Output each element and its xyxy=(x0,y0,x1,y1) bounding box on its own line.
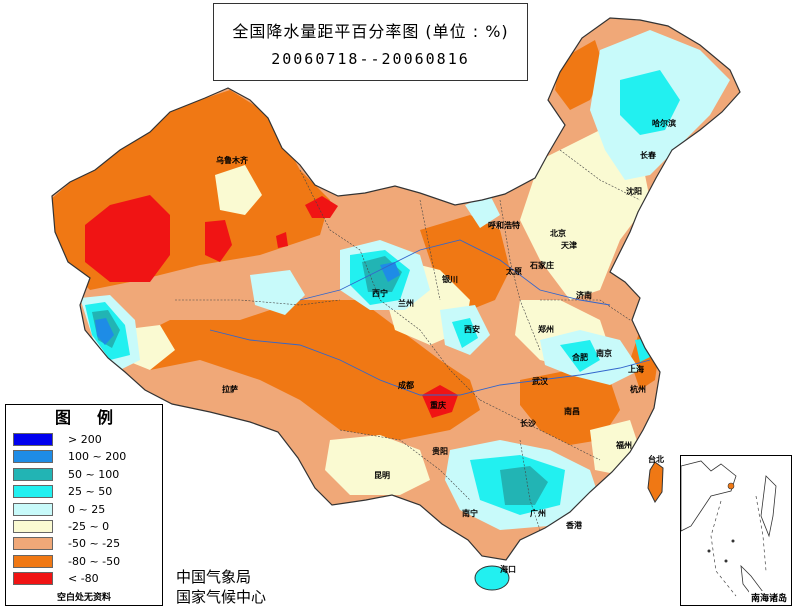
map-title-box: 全国降水量距平百分率图 (单位 : %) 20060718--20060816 xyxy=(213,3,528,81)
legend-label: < -80 xyxy=(68,572,99,586)
city-label: 福州 xyxy=(616,441,632,450)
legend-label: 0 ~ 25 xyxy=(68,502,106,516)
city-label: 台北 xyxy=(648,455,664,464)
city-label: 西宁 xyxy=(372,289,388,298)
legend-title: 图例 xyxy=(54,408,139,427)
city-label: 银川 xyxy=(442,275,458,284)
city-label: 南宁 xyxy=(462,509,478,518)
city-label: 济南 xyxy=(576,291,592,300)
legend-item: 100 ~ 200 xyxy=(6,448,162,465)
legend-swatch xyxy=(13,537,53,551)
city-label: 哈尔滨 xyxy=(652,119,676,128)
inset-label: 南海诸岛 xyxy=(748,591,789,604)
legend-swatch xyxy=(13,554,53,568)
legend-swatch xyxy=(13,450,53,464)
city-label: 南昌 xyxy=(564,407,580,416)
legend-label: > 200 xyxy=(68,433,102,446)
city-label: 杭州 xyxy=(630,385,646,394)
city-label: 上海 xyxy=(628,365,644,374)
legend-swatch xyxy=(13,572,53,586)
legend-item: -50 ~ -25 xyxy=(6,535,162,552)
legend-label: 50 ~ 100 xyxy=(68,467,120,481)
city-label: 广州 xyxy=(530,509,546,518)
city-label: 拉萨 xyxy=(222,385,238,394)
legend-swatch xyxy=(13,502,53,516)
city-label: 长沙 xyxy=(520,419,536,428)
city-label: 天津 xyxy=(561,241,577,250)
legend-item: > 200 xyxy=(6,431,162,448)
legend-swatch xyxy=(13,519,53,533)
city-label: 太原 xyxy=(506,267,522,276)
legend-label: -80 ~ -50 xyxy=(68,554,121,568)
legend-label: 100 ~ 200 xyxy=(68,450,127,464)
south-china-sea-inset: 南海诸岛 xyxy=(680,455,792,606)
legend-label: -50 ~ -25 xyxy=(68,537,121,551)
legend-label: 25 ~ 50 xyxy=(68,485,113,499)
map-title: 全国降水量距平百分率图 (单位 : %) xyxy=(232,22,509,41)
city-label: 北京 xyxy=(550,229,566,238)
city-label: 海口 xyxy=(500,565,516,574)
city-label: 乌鲁木齐 xyxy=(216,156,248,165)
legend-swatch xyxy=(13,467,53,481)
city-label: 南京 xyxy=(596,349,612,358)
legend: 图例 > 200 100 ~ 200 50 ~ 100 25 ~ 50 0 ~ … xyxy=(5,404,163,606)
legend-item: -25 ~ 0 xyxy=(6,518,162,535)
agency-line-2: 国家气候中心 xyxy=(176,588,267,606)
city-label: 合肥 xyxy=(572,353,588,362)
legend-item: 0 ~ 25 xyxy=(6,501,162,518)
legend-label: -25 ~ 0 xyxy=(68,519,110,533)
city-label: 香港 xyxy=(566,521,582,530)
city-label: 重庆 xyxy=(430,401,446,410)
city-label: 长春 xyxy=(640,151,656,160)
city-label: 西安 xyxy=(464,325,480,334)
legend-swatch xyxy=(13,433,53,446)
city-label: 昆明 xyxy=(374,471,390,480)
legend-item: -80 ~ -50 xyxy=(6,553,162,570)
city-label: 武汉 xyxy=(532,377,548,386)
city-label: 成都 xyxy=(398,381,414,390)
map-period: 20060718--20060816 xyxy=(271,50,470,68)
city-label: 呼和浩特 xyxy=(488,221,520,230)
legend-item: < -80 xyxy=(6,570,162,587)
legend-note: 空白处无资料 xyxy=(56,593,111,603)
city-label: 石家庄 xyxy=(530,261,554,270)
legend-swatch xyxy=(13,485,53,499)
city-label: 郑州 xyxy=(538,325,554,334)
agency-line-1: 中国气象局 xyxy=(176,568,252,586)
legend-item: 25 ~ 50 xyxy=(6,483,162,500)
city-label: 兰州 xyxy=(398,299,414,308)
inset-map xyxy=(681,460,777,602)
city-label: 沈阳 xyxy=(626,187,642,196)
legend-item: 50 ~ 100 xyxy=(6,466,162,483)
city-label: 贵阳 xyxy=(432,447,448,456)
